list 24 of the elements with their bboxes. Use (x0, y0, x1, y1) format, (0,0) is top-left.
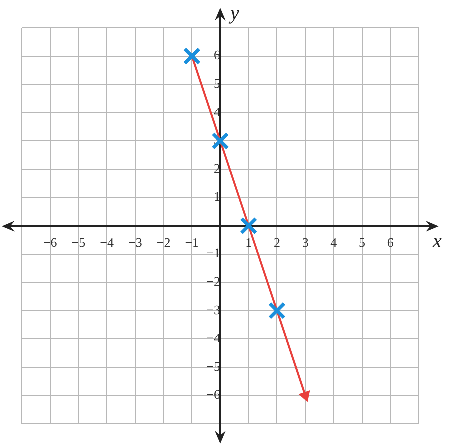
x-tick-label: −5 (72, 235, 86, 250)
y-tick-label: −2 (206, 274, 220, 289)
x-tick-label: 1 (246, 235, 252, 250)
y-axis-title: y (228, 2, 240, 24)
x-axis-title: x (432, 230, 442, 252)
y-tick-label: 1 (214, 189, 220, 204)
point (240, 217, 258, 235)
point (212, 132, 230, 150)
y-tick-label: 4 (214, 104, 221, 120)
x-tick-label: 3 (302, 235, 309, 250)
x-tick-label: 2 (274, 235, 280, 250)
point (183, 47, 201, 66)
x-tick-label: 4 (330, 235, 338, 250)
y-tick-label: −1 (206, 246, 220, 261)
x-tick-label: −4 (100, 235, 114, 250)
x-tick-label: 6 (387, 235, 394, 250)
x-tick-label: −1 (185, 235, 200, 250)
y-tick-label: 2 (214, 160, 220, 176)
point (268, 302, 286, 320)
x-tick-label: −2 (156, 235, 171, 250)
x-tick-label: 5 (359, 235, 366, 250)
x-tick-label: −6 (43, 235, 58, 250)
x-tick-label: −3 (128, 235, 142, 250)
y-tick-label: −4 (206, 330, 221, 346)
